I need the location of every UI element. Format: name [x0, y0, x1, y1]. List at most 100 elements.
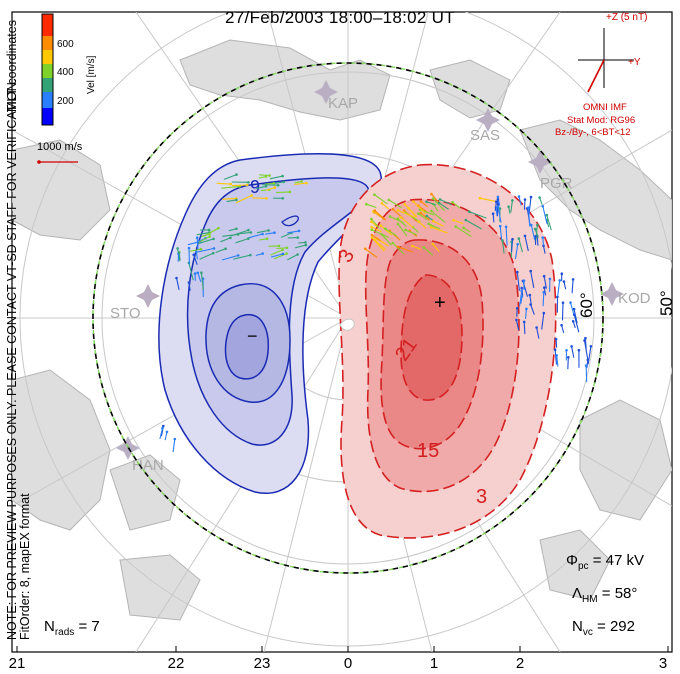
- velocity-vector-origin: [558, 279, 561, 282]
- velocity-vector-origin: [304, 241, 307, 244]
- velocity-vector-origin: [573, 313, 576, 317]
- velocity-vector-origin: [498, 207, 502, 210]
- velocity-vector: [397, 246, 413, 253]
- velocity-vector-origin: [520, 289, 523, 293]
- velocity-vector-origin: [399, 215, 403, 219]
- velocity-vector-origin: [365, 202, 368, 206]
- velocity-vector-origin: [541, 236, 545, 239]
- stat-lambda-value: = 58°: [601, 585, 638, 602]
- fit-order-note: FitOrder: 8, mapEX format: [18, 493, 32, 640]
- velocity-vector: [259, 238, 268, 241]
- imf-clock: +Z (5 nT) +Y OMNI IMF Stat Mod: RG96 Bz-…: [555, 12, 647, 138]
- velocity-vector: [423, 246, 434, 256]
- velocity-vector-origin: [277, 244, 281, 248]
- velocity-vector-origin: [261, 252, 265, 255]
- mlt-tick-label: 21: [8, 655, 26, 672]
- velocity-vector: [222, 198, 237, 200]
- velocity-vector: [438, 202, 449, 210]
- velocity-vector-origin: [261, 232, 264, 236]
- velocity-vector-origin: [562, 280, 566, 283]
- velocity-vector: [196, 232, 210, 236]
- velocity-vector-origin: [403, 203, 407, 206]
- velocity-vector: [388, 199, 402, 209]
- label-neg-min: −: [247, 326, 258, 346]
- velocity-vector-origin: [192, 253, 195, 257]
- velocity-vector: [563, 281, 567, 290]
- velocity-vector: [400, 216, 414, 229]
- velocity-vector: [188, 282, 191, 291]
- velocity-vector: [555, 339, 558, 348]
- velocity-vector-origin: [272, 182, 276, 185]
- stat-phi-sub: pc: [577, 561, 589, 572]
- velocity-vector: [371, 237, 385, 252]
- velocity-vector: [256, 185, 267, 190]
- station-han: HAN: [132, 457, 164, 474]
- lat-label-60: 60°: [577, 292, 596, 318]
- velocity-vector: [172, 438, 176, 453]
- velocity-vector-origin: [543, 286, 546, 289]
- velocity-vector: [519, 290, 523, 307]
- color-bar: 600 400 200 Vel [m/s]: [41, 13, 97, 126]
- velocity-vector-origin: [417, 220, 421, 223]
- velocity-vector: [215, 248, 226, 254]
- velocity-vector: [452, 201, 461, 209]
- velocity-vector-origin: [384, 227, 387, 230]
- velocity-vector-origin: [507, 205, 510, 208]
- velocity-vector-origin: [212, 247, 216, 250]
- velocity-vector-origin: [370, 236, 374, 239]
- velocity-vector-origin: [430, 192, 433, 196]
- velocity-vector-origin: [571, 320, 575, 323]
- velocity-vector: [587, 346, 592, 365]
- velocity-vector: [529, 295, 532, 306]
- velocity-vector-origin: [577, 348, 581, 352]
- velocity-vector: [216, 182, 231, 185]
- velocity-vector-origin: [431, 197, 435, 200]
- velocity-vector-origin: [412, 200, 415, 203]
- velocity-vector-origin: [425, 214, 429, 218]
- velocity-vector: [380, 225, 393, 236]
- velocity-vector-origin: [211, 251, 215, 255]
- colorbar-segment: [42, 64, 53, 78]
- colorbar-tick-400: 400: [57, 67, 74, 78]
- label-pos-15: 15: [417, 440, 439, 462]
- station-marker: [476, 108, 500, 132]
- velocity-vector-origin: [548, 277, 552, 281]
- station-sto: STO: [110, 305, 141, 322]
- velocity-vector-origin: [300, 180, 304, 183]
- velocity-vector: [264, 182, 274, 185]
- velocity-vector-origin: [373, 209, 377, 212]
- velocity-vector: [392, 242, 405, 255]
- velocity-vector-origin: [193, 272, 197, 275]
- velocity-vector-origin: [430, 209, 433, 213]
- velocity-vector: [432, 203, 439, 212]
- velocity-vector-origin: [288, 190, 292, 194]
- velocity-vector: [585, 365, 588, 383]
- positive-cell: [338, 163, 557, 539]
- velocity-vector: [453, 219, 464, 225]
- mlt-tick-label: 3: [658, 655, 668, 672]
- velocity-vector-origin: [305, 181, 308, 185]
- colorbar-segment: [42, 36, 53, 50]
- velocity-vector: [494, 201, 497, 211]
- colorbar-segment: [42, 108, 53, 125]
- velocity-vector-origin: [516, 243, 519, 246]
- velocity-vector-origin: [511, 237, 514, 241]
- velocity-vector: [530, 304, 535, 315]
- lat-label-50: 50°: [657, 290, 676, 316]
- velocity-vector-origin: [438, 198, 442, 201]
- velocity-vector: [571, 279, 574, 294]
- label-neg-9: 9: [250, 177, 260, 197]
- velocity-vector: [528, 197, 532, 215]
- velocity-vector: [164, 431, 168, 441]
- velocity-vector: [193, 254, 198, 265]
- velocity-vector: [270, 249, 283, 256]
- velocity-vector: [561, 302, 564, 321]
- velocity-vector: [389, 216, 404, 224]
- velocity-vector-origin: [431, 242, 435, 246]
- velocity-vector-origin: [370, 228, 374, 231]
- velocity-vector-origin: [571, 278, 575, 281]
- velocity-vector-origin: [281, 174, 284, 178]
- velocity-vector-origin: [273, 231, 276, 234]
- velocity-vector: [381, 234, 393, 246]
